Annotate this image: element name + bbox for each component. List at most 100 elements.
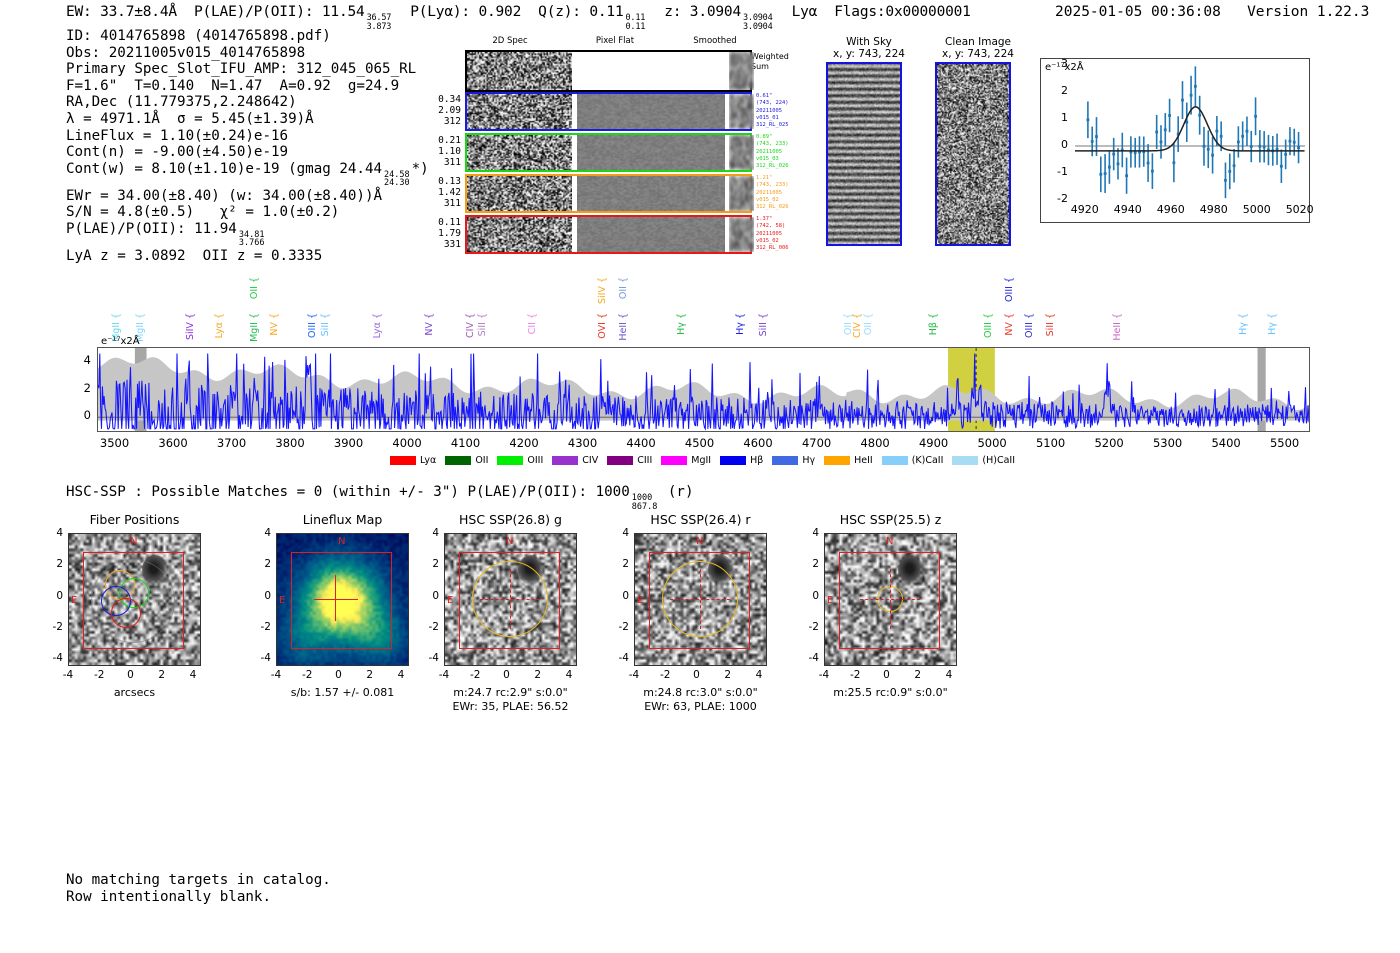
- cutout-ytick: -2: [618, 620, 629, 633]
- spectrum-units: e⁻¹⁷x2Å: [101, 336, 140, 347]
- panel-title-pixelflat: Pixel Flat: [595, 36, 635, 46]
- cutout-ytick: -2: [428, 620, 439, 633]
- hsc-summary-line: HSC-SSP : Possible Matches = 0 (within +…: [66, 484, 694, 512]
- source-blob: [898, 555, 924, 585]
- spectrum-xtick: 3800: [275, 436, 305, 450]
- spec2d-row: [465, 92, 754, 131]
- info-id: ID: 4014765898 (4014765898.pdf): [66, 28, 331, 44]
- lineplot-xtick: 4980: [1199, 203, 1228, 216]
- legend-label: CIII: [637, 455, 653, 466]
- cutout-title: HSC SSP(26.8) g: [459, 512, 562, 527]
- spectrum-xtick: 4800: [860, 436, 890, 450]
- header-z: z: 3.0904: [664, 4, 741, 20]
- cutout-caption-line2: EWr: 63, PLAE: 1000: [644, 699, 757, 713]
- spectrum-line-label: HeII {: [617, 313, 629, 341]
- cutout-xtick: 4: [755, 669, 763, 681]
- spectrum-line-label: NV {: [424, 313, 436, 336]
- aperture-box: [291, 552, 392, 649]
- spectrum-line-label: SiIV {: [184, 313, 196, 341]
- cutout-xtick: -4: [438, 669, 450, 681]
- compass-e-label: E: [71, 595, 78, 606]
- spectrum-ytick: 2: [83, 380, 91, 395]
- legend-swatch: [661, 456, 688, 465]
- pixel-flat-strip: [577, 176, 725, 211]
- spectrum-line-label: OIII {: [307, 313, 319, 338]
- cutout-caption: m:24.7 rc:2.9" s:0.0" EWr: 35, PLAE: 56.5…: [412, 686, 609, 713]
- cutout-ytick: -4: [52, 652, 63, 664]
- legend-item: Lyα: [390, 455, 436, 466]
- info-radec: RA,Dec (11.779375,2.248642): [66, 94, 297, 111]
- compass-e-label: E: [279, 595, 286, 606]
- cutout-ytick: 2: [622, 558, 629, 571]
- cutout-xtick: -2: [94, 669, 105, 681]
- cutout-caption: m:24.8 rc:3.0" s:0.0" EWr: 63, PLAE: 1000: [602, 686, 799, 713]
- header-timestamp-version: 2025-01-05 00:36:08 Version 1.22.3: [1055, 4, 1369, 20]
- header-ew: EW: 33.7±8.4Å: [66, 4, 177, 20]
- legend-label: OIII: [527, 455, 544, 466]
- cutout-xtick: -2: [470, 669, 481, 681]
- legend-item: MgII: [661, 455, 711, 466]
- spectrum-line-label: OIII {: [983, 313, 995, 338]
- spec2d-row-weighted-sum: [465, 50, 754, 92]
- footer-line-2: Row intentionally blank.: [66, 889, 271, 905]
- spectrum-line-label: Hγ {: [734, 313, 746, 335]
- lineplot-ytick: 0: [1061, 138, 1068, 151]
- full-spectrum-plot: [97, 347, 1310, 432]
- cutout-xtick: -2: [850, 669, 861, 681]
- header-plya: P(Lyα): 0.902: [410, 4, 522, 20]
- info-ewr: EWr = 34.00(±8.40) (w: 34.00(±8.40))Å: [66, 187, 383, 204]
- header-plae-range: 36.57 3.873: [366, 13, 392, 32]
- aperture-box: [649, 552, 750, 649]
- spectrum-xtick: 4600: [743, 436, 773, 450]
- object-info-block: ID: 4014765898 (4014765898.pdf) Obs: 202…: [66, 28, 429, 265]
- clean-image: [935, 62, 1011, 246]
- spectrum-line-label: Hγ {: [1237, 313, 1249, 335]
- cutout-xtick: 0: [693, 669, 700, 681]
- legend-item: CIV: [552, 455, 598, 466]
- header-plae-value: 11.54: [321, 4, 365, 20]
- spectrum-line-label: OVI {: [597, 313, 609, 339]
- spec2d-strip: [467, 52, 572, 90]
- cutout-caption-line1: m:24.7 rc:2.9" s:0.0": [453, 686, 568, 699]
- lineplot-xtick: 4920: [1070, 203, 1099, 216]
- footer-note: No matching targets in catalog. Row inte…: [66, 872, 331, 906]
- smoothed-strip: [729, 52, 754, 90]
- withsky-title: With Sky x, y: 743, 224: [833, 36, 905, 60]
- header-z-range: 3.0904 3.0904: [743, 13, 773, 32]
- info-plae-range: 34.81 3.766: [238, 229, 265, 249]
- cutout-caption-line1: m:24.8 rc:3.0" s:0.0": [643, 686, 758, 699]
- cutout-ytick: -4: [618, 652, 629, 664]
- cutout-ytick: 4: [432, 527, 439, 539]
- compass-n-label: N: [338, 536, 346, 547]
- legend-item: Hγ: [772, 455, 815, 466]
- spectrum-xtick: 4100: [450, 436, 481, 450]
- spectrum-ytick: 4: [83, 352, 91, 367]
- cutout-ytick: 4: [264, 527, 271, 539]
- legend-item: Hβ: [720, 455, 763, 466]
- header-summary-line: EW: 33.7±8.4Å P(LAE)/P(OII): 11.54 36.57 3…: [66, 4, 971, 31]
- cutout-xtick: 0: [503, 669, 510, 681]
- compass-n-label: N: [130, 536, 138, 547]
- legend-label: OII: [475, 455, 489, 466]
- cutout-xtick: 0: [127, 669, 134, 681]
- header-qz: Q(z): 0.11: [538, 4, 624, 20]
- spec2d-row-stats: 0.34 2.09 312: [438, 94, 461, 127]
- cutout-xtick: 4: [945, 669, 953, 681]
- spectrum-xtick: 4500: [684, 436, 715, 450]
- cutout-ytick: 0: [622, 589, 629, 602]
- cleanimage-title: Clean Image x, y: 743, 224: [942, 36, 1014, 60]
- spec2d-row-stats: 0.21 1.10 311: [438, 135, 461, 168]
- info-plae: P(LAE)/P(OII): 11.94 34.81 3.766: [66, 220, 265, 249]
- crosshair-vertical: [890, 569, 891, 629]
- cutout-ytick: 2: [432, 558, 439, 571]
- legend-swatch: [824, 456, 851, 465]
- legend-item: (H)CaII: [952, 455, 1015, 466]
- legend-item: HeII: [824, 455, 873, 466]
- spec2d-row-stats: 0.13 1.42 311: [438, 176, 461, 209]
- spectrum-line-label: SiII {: [320, 313, 332, 337]
- cutout-xtick: -2: [302, 669, 313, 681]
- header-datetime: 2025-01-05 00:36:08: [1055, 4, 1221, 20]
- cutout-caption: m:25.5 rc:0.9" s:0.0": [792, 686, 989, 700]
- compass-e-label: E: [637, 595, 644, 606]
- cutout-ytick: 4: [812, 527, 819, 539]
